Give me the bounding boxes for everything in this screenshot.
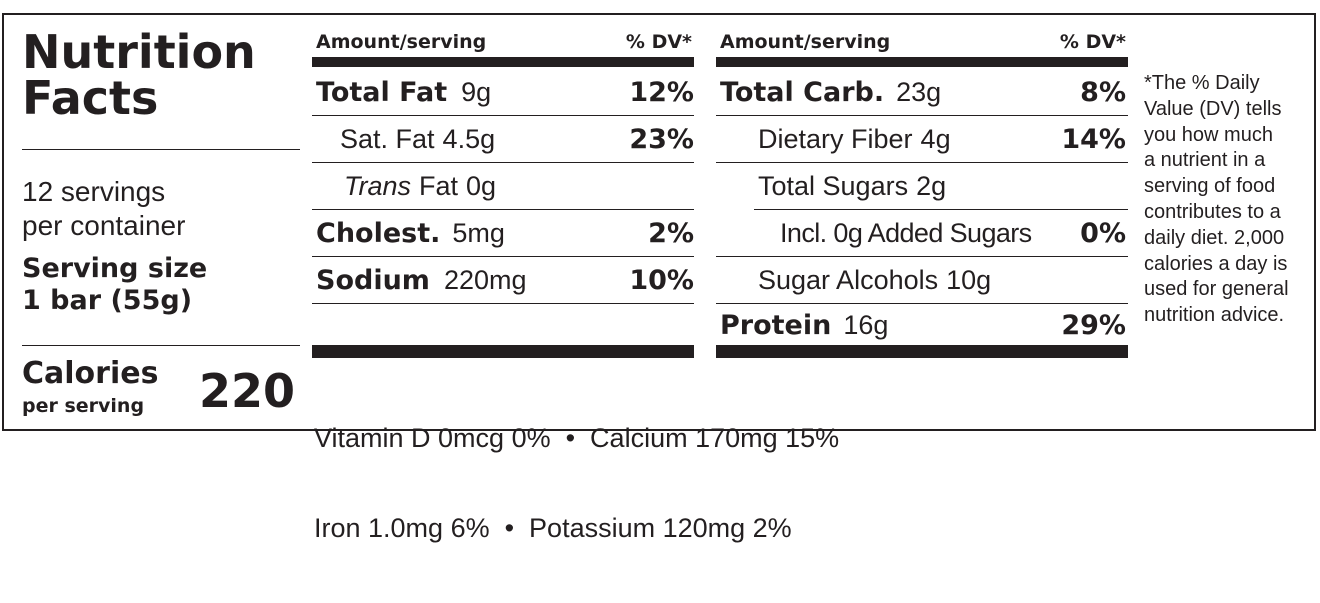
serving-size-label: Serving size: [22, 253, 208, 284]
left-header-dv: % DV*: [625, 31, 692, 53]
nutrient-row-sugar-alcohols: Sugar Alcohols 10g: [758, 257, 1126, 303]
footnote-line: nutrition advice.: [1144, 304, 1285, 327]
right-header-amount: Amount/serving: [720, 31, 891, 53]
nutrient-row-total-carb: Total Carb. 23g 8%: [720, 69, 1126, 115]
nutrient-name: Total Fat: [316, 76, 448, 108]
row-divider: [716, 162, 1128, 163]
right-header-bar: [716, 57, 1128, 67]
row-divider: [716, 256, 1128, 257]
nutrient-amount: 2g: [916, 170, 947, 201]
nutrient-dv: 2%: [648, 217, 694, 249]
nutrient-amount: 23g: [896, 76, 942, 107]
calories-label: Calories: [22, 356, 159, 391]
left-bottom-bar: [312, 345, 694, 358]
left-header-amount: Amount/serving: [316, 31, 487, 53]
calories-value: 220: [199, 364, 296, 418]
nutrient-name: Incl. 0g Added Sugars: [780, 217, 1032, 248]
vitamins-line1: Vitamin D 0mcg 0% • Calcium 170mg 15%: [314, 423, 840, 453]
servings-line1: 12 servings: [22, 176, 166, 207]
nutrient-name: Sodium: [316, 264, 430, 296]
footnote-line: used for general: [1144, 278, 1289, 301]
nutrient-row-sodium: Sodium 220mg 10%: [316, 257, 694, 303]
footnote-line: serving of food: [1144, 175, 1276, 198]
nutrition-facts-label: Nutrition Facts 12 servings per containe…: [2, 13, 1316, 543]
nutrient-name: Sugar Alcohols: [758, 264, 939, 295]
nutrient-row-total-fat: Total Fat 9g 12%: [316, 69, 694, 115]
nutrient-amount: 16g: [843, 309, 889, 340]
nutrient-row-protein: Protein 16g 29%: [720, 304, 1126, 346]
nutrient-dv: 10%: [629, 264, 694, 296]
vitamins-line2: Iron 1.0mg 6% • Potassium 120mg 2%: [314, 513, 792, 543]
row-divider: [312, 209, 694, 210]
nutrient-name: Fat: [419, 170, 459, 201]
row-divider: [312, 162, 694, 163]
nutrient-name: Sat. Fat: [340, 123, 435, 154]
nutrient-amount: 220mg: [443, 264, 527, 295]
right-bottom-bar: [716, 345, 1128, 358]
nutrient-name: Dietary Fiber: [758, 123, 913, 154]
right-header-dv: % DV*: [1059, 31, 1126, 53]
nutrient-amount: 4g: [920, 123, 951, 154]
nutrient-dv: 12%: [629, 76, 694, 108]
left-header-bar: [312, 57, 694, 67]
nutrient-amount: 0g: [466, 170, 497, 201]
nutrient-name: Total Carb.: [720, 76, 885, 108]
nutrient-row-trans-fat: Trans Fat 0g: [344, 163, 694, 209]
serving-size-value: 1 bar (55g): [22, 285, 193, 316]
nutrient-amount: 10g: [946, 264, 992, 295]
footnote-line: calories a day is: [1144, 252, 1288, 275]
servings-line2: per container: [22, 210, 186, 241]
row-divider: [754, 209, 1128, 210]
row-divider: [716, 115, 1128, 116]
divider-title: [22, 149, 300, 150]
row-divider: [312, 256, 694, 257]
nutrient-row-cholesterol: Cholest. 5mg 2%: [316, 210, 694, 256]
nutrient-name: Protein: [720, 309, 832, 341]
nutrient-row-sat-fat: Sat. Fat 4.5g 23%: [340, 116, 694, 162]
nutrient-dv: 29%: [1061, 309, 1126, 341]
nutrient-row-added-sugars: Incl. 0g Added Sugars 0%: [780, 210, 1126, 256]
nutrient-amount: 4.5g: [442, 123, 496, 154]
nutrient-dv: 23%: [629, 123, 694, 155]
footnote-line: a nutrient in a: [1144, 149, 1266, 172]
nutrient-amount: 9g: [461, 76, 492, 107]
serving-size: Serving size 1 bar (55g): [22, 253, 207, 317]
nutrient-name: Cholest.: [316, 217, 441, 249]
nutrient-dv: 14%: [1061, 123, 1126, 155]
nutrient-row-dietary-fiber: Dietary Fiber 4g 14%: [758, 116, 1126, 162]
row-divider: [716, 303, 1128, 304]
footnote: *The % Daily Value (DV) tells you how mu…: [1144, 71, 1289, 329]
row-divider: [312, 115, 694, 116]
calories-sub: per serving: [22, 395, 145, 417]
nutrient-dv: 0%: [1080, 217, 1126, 249]
footnote-line: Value (DV) tells: [1144, 97, 1282, 120]
row-divider: [312, 303, 694, 304]
nutrient-name: Total Sugars: [758, 170, 909, 201]
nutrient-dv: 8%: [1080, 76, 1126, 108]
footnote-line: daily diet. 2,000: [1144, 226, 1285, 249]
nutrient-name-italic: Trans: [344, 170, 412, 201]
footnote-line: you how much: [1144, 123, 1273, 146]
divider-serving: [22, 345, 300, 346]
nutrient-row-total-sugars: Total Sugars 2g: [758, 163, 1126, 209]
nutrient-amount: 5mg: [452, 217, 505, 248]
title: Nutrition Facts: [22, 25, 256, 125]
servings-per-container: 12 servings per container: [22, 175, 185, 243]
vitamins-minerals: Vitamin D 0mcg 0% • Calcium 170mg 15% Ir…: [314, 363, 839, 603]
footnote-line: contributes to a: [1144, 200, 1281, 223]
footnote-line: *The % Daily: [1144, 72, 1260, 94]
